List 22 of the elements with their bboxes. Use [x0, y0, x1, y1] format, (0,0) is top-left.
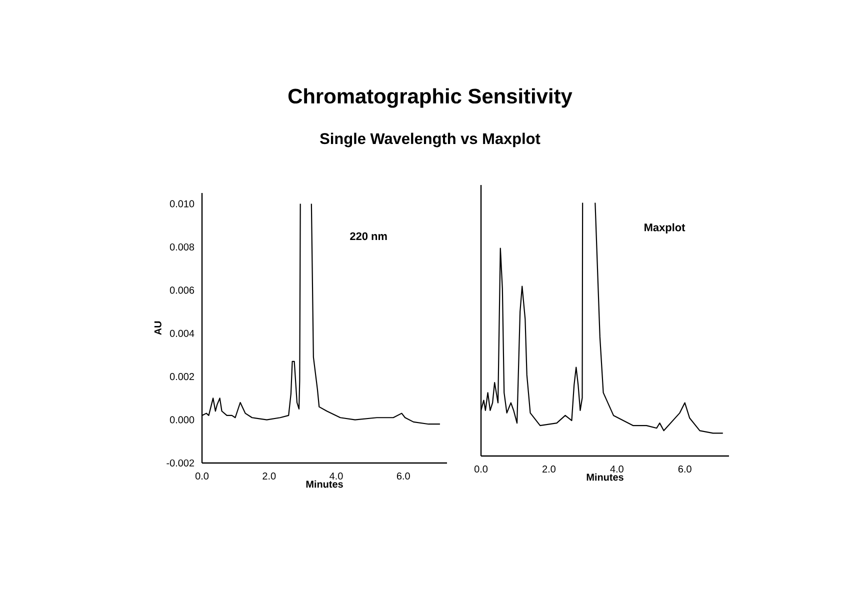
y-tick-label: 0.008: [170, 243, 194, 251]
chart-subtitle: Single Wavelength vs Maxplot: [320, 132, 540, 148]
x-tick-label: 0.0: [195, 472, 209, 480]
y-axis-title: AU: [154, 321, 162, 335]
x-tick-label: 2.0: [262, 472, 276, 480]
y-tick-label: 0.010: [170, 200, 194, 208]
x-tick-label: 2.0: [542, 466, 556, 473]
annotation: Maxplot: [644, 223, 686, 234]
x-tick-label: 0.0: [474, 466, 488, 473]
x-tick-label: 4.0: [610, 466, 624, 473]
x-axis-title: Minutes: [306, 480, 343, 488]
x-tick-label: 6.0: [396, 472, 410, 480]
chart-title: Chromatographic Sensitivity: [288, 88, 572, 108]
y-tick-label: 0.000: [170, 416, 194, 424]
x-tick-label: 6.0: [678, 466, 692, 473]
y-tick-label: -0.002: [166, 459, 194, 467]
y-tick-label: 0.004: [170, 330, 194, 337]
y-tick-label: 0.006: [170, 286, 194, 294]
annotation: 220 nm: [350, 232, 387, 240]
x-tick-label: 4.0: [330, 472, 343, 480]
x-axis-title: Minutes: [586, 473, 624, 481]
y-tick-label: 0.002: [170, 373, 194, 380]
